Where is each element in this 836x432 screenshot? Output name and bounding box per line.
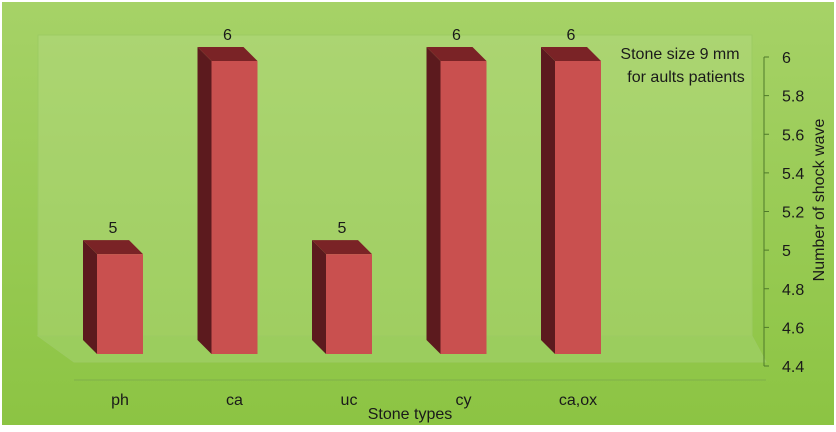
plot-floor — [36, 335, 767, 363]
data-label: 5 — [109, 220, 118, 237]
bars: 5 6 5 6 6 — [83, 27, 601, 354]
y-tick-label: 4.6 — [782, 320, 804, 337]
bar-ph: 5 — [83, 220, 143, 354]
chart-background — [2, 2, 834, 425]
y-tick-label: 5 — [782, 243, 791, 260]
bar-top — [197, 47, 258, 61]
data-label: 5 — [338, 220, 347, 237]
bar-front — [440, 61, 487, 354]
bar-side — [197, 47, 212, 354]
y-axis-title: Number of shock wave — [811, 119, 828, 282]
x-tick-label: uc — [341, 392, 358, 409]
bar-front — [211, 61, 258, 354]
bar-top — [312, 240, 372, 255]
y-tick-label: 4.4 — [782, 359, 804, 376]
x-axis: ph ca uc cy ca,ox — [74, 379, 766, 409]
bar-front — [326, 254, 372, 354]
bar-ca: 6 — [197, 27, 258, 354]
bar-uc: 5 — [312, 220, 372, 354]
annotation-line-2: for aults patients — [627, 69, 744, 86]
bar-ca,ox: 6 — [541, 27, 601, 354]
data-label: 6 — [567, 27, 576, 44]
bar-front — [555, 61, 601, 354]
y-tick-label: 6 — [782, 50, 791, 67]
annotation-line-1: Stone size 9 mm — [620, 46, 739, 63]
bar-side — [83, 240, 97, 354]
x-tick-label: cy — [456, 392, 472, 409]
y-tick-label: 5.8 — [782, 89, 804, 106]
y-tick-label: 5.4 — [782, 166, 804, 183]
x-tick-label: ca,ox — [559, 392, 597, 409]
x-tick-label: ca — [226, 392, 243, 409]
data-label: 6 — [452, 27, 461, 44]
bar-side — [426, 47, 441, 354]
y-tick-label: 5.6 — [782, 127, 804, 144]
bar-cy: 6 — [426, 27, 487, 354]
bar-top — [83, 240, 143, 255]
y-tick-label: 5.2 — [782, 205, 804, 222]
bar-top — [426, 47, 487, 61]
bar-front — [97, 254, 143, 354]
x-axis-title: Stone types — [368, 406, 453, 423]
y-tick-label: 4.8 — [782, 282, 804, 299]
bar-side — [541, 47, 555, 354]
bar-top — [541, 47, 601, 61]
x-tick-label: ph — [111, 392, 129, 409]
bar-side — [312, 240, 326, 354]
data-label: 6 — [223, 27, 232, 44]
y-axis: 4.4 4.6 4.8 5 5.2 5.4 5.6 5.8 6 — [763, 50, 804, 376]
